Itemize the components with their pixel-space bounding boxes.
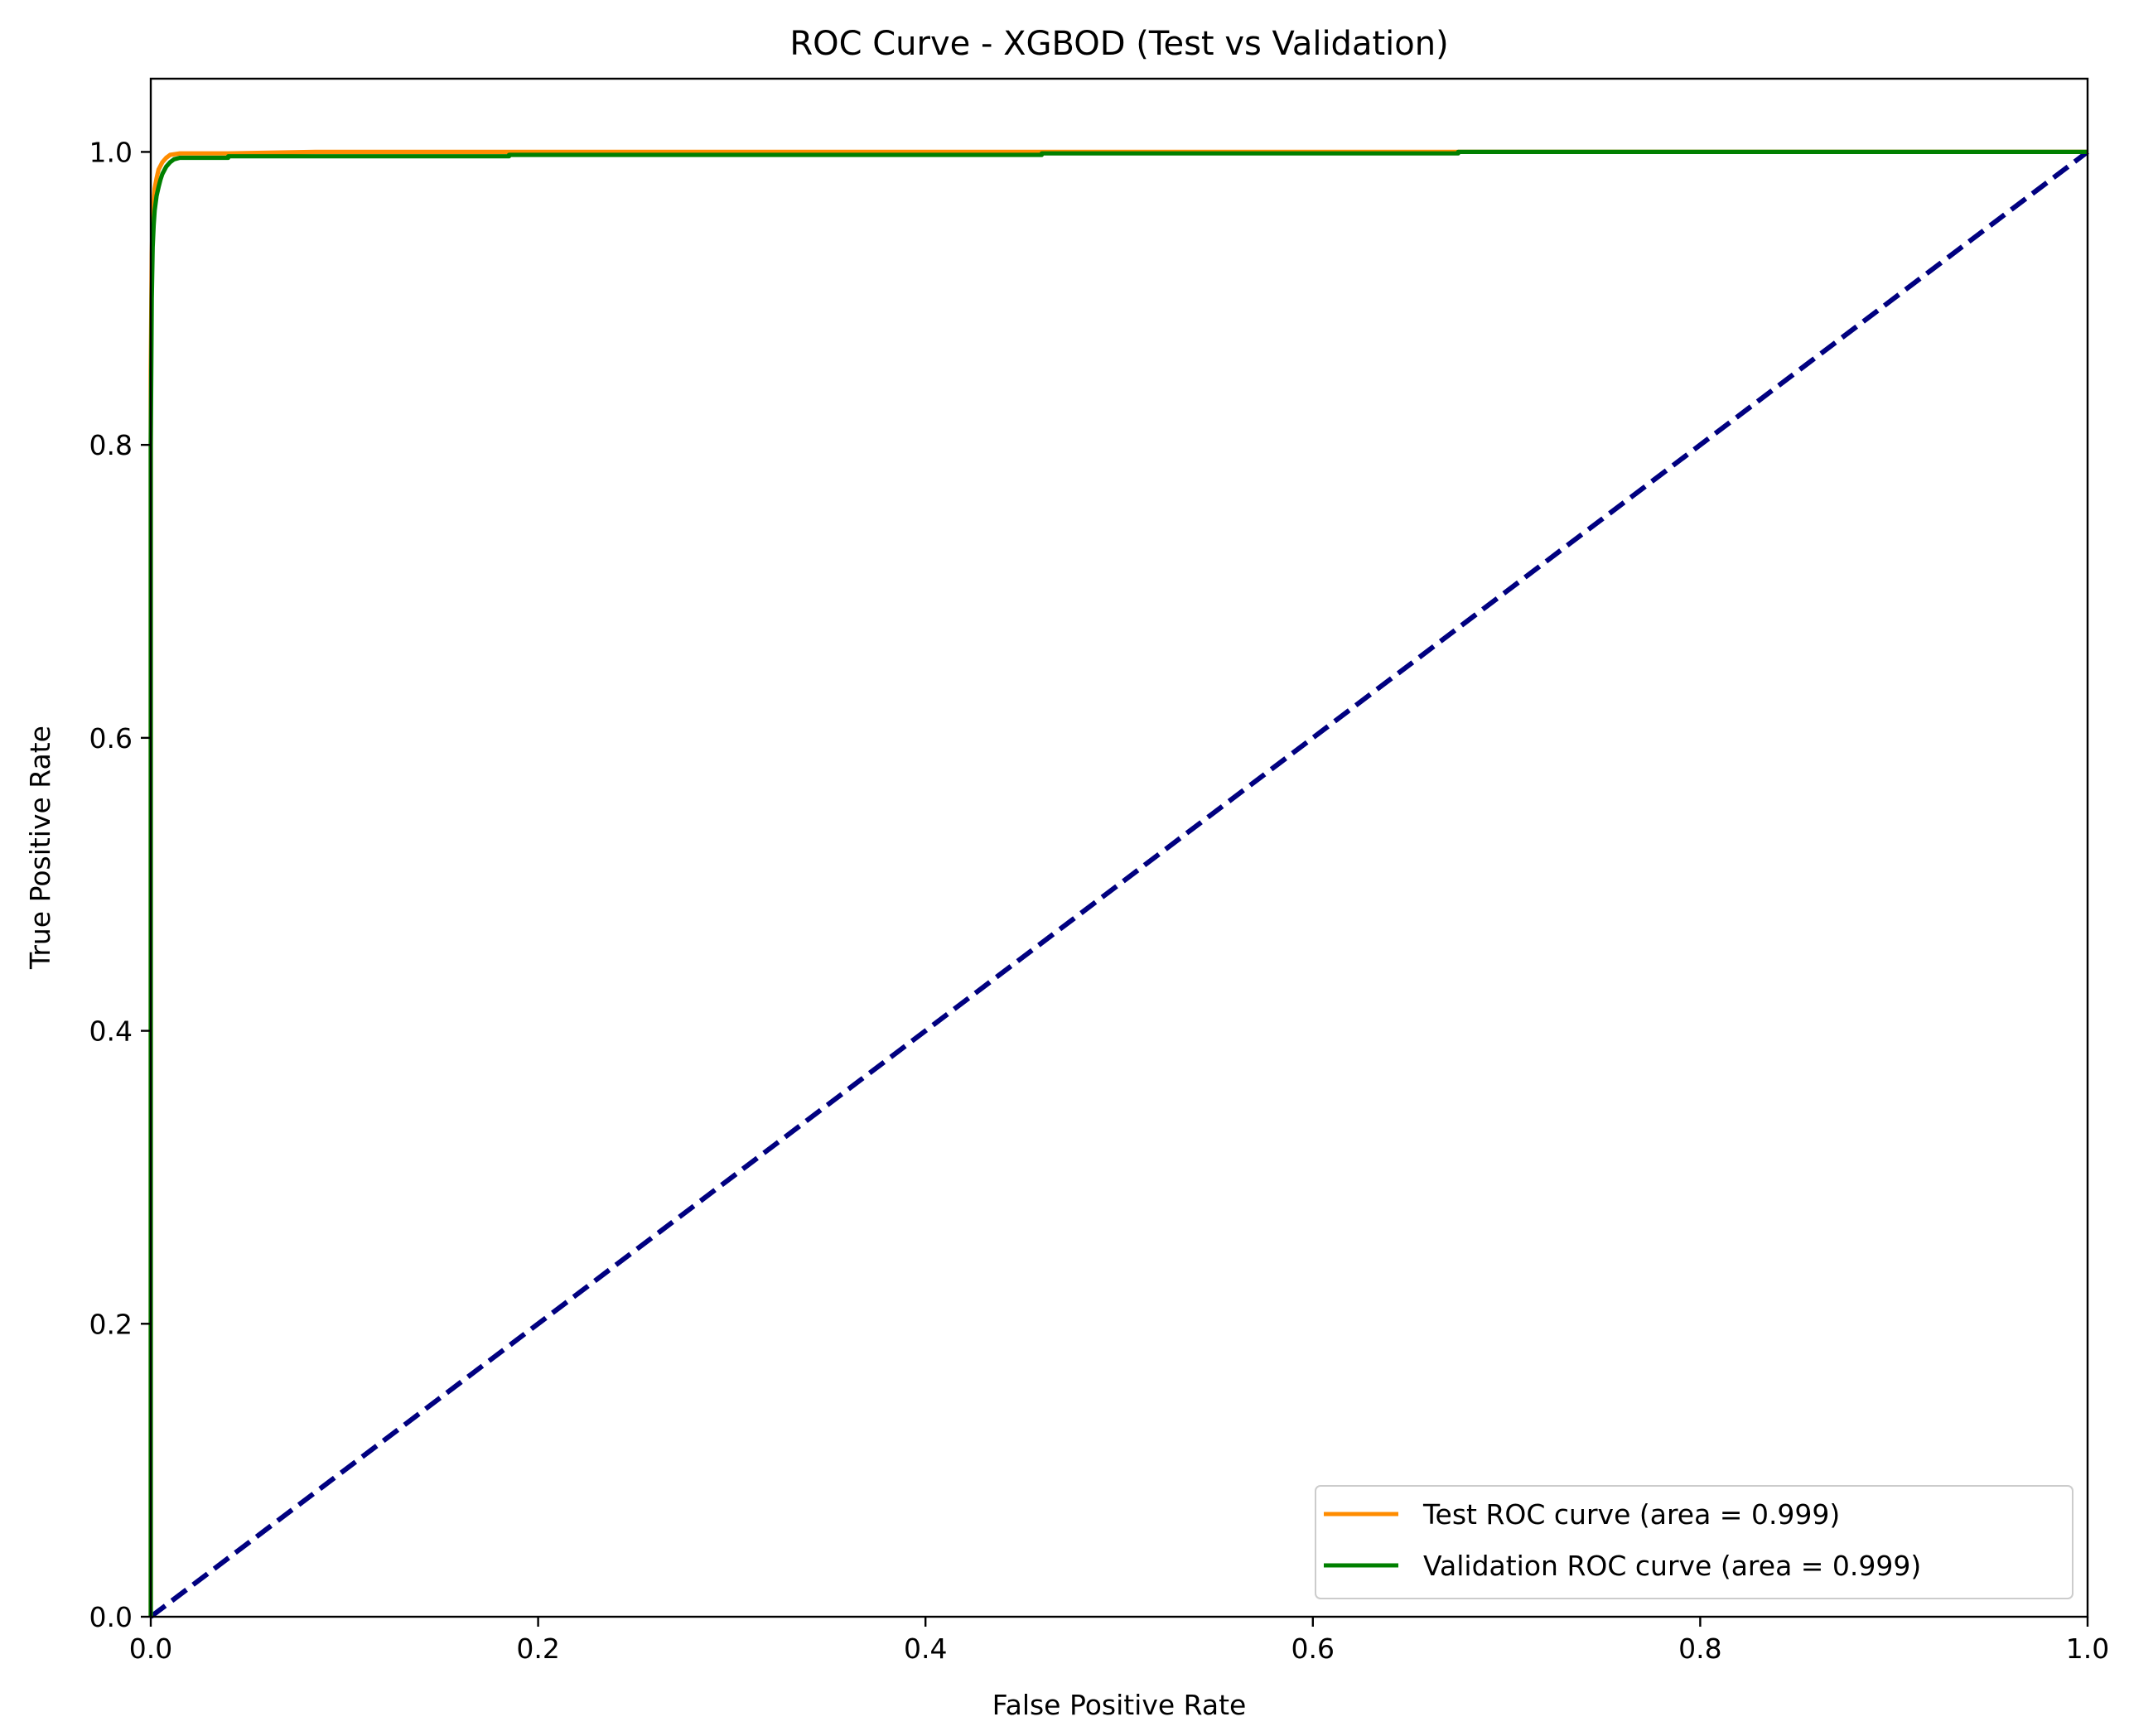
y-tick-label: 0.2 [89, 1308, 133, 1340]
legend: Test ROC curve (area = 0.999) Validation… [1315, 1485, 2073, 1599]
chance-diagonal-line [149, 150, 2089, 1619]
y-tick-label: 0.0 [89, 1601, 133, 1633]
plot-area [151, 79, 2088, 1617]
series-layer [148, 149, 2089, 1619]
plot-frame [149, 77, 2089, 1618]
x-axis-ticks: 0.0 0.2 0.4 0.6 0.8 1.0 [129, 1617, 2109, 1665]
y-tick-label: 0.4 [89, 1015, 133, 1048]
y-axis-ticks: 0.0 0.2 0.4 0.6 0.8 1.0 [89, 136, 151, 1633]
x-axis-label: False Positive Rate [992, 1689, 1247, 1721]
y-tick-label: 1.0 [89, 136, 133, 168]
legend-box [1315, 1485, 2073, 1599]
y-axis-label: True Positive Rate [24, 726, 56, 970]
y-tick-label: 0.6 [89, 722, 133, 755]
x-tick-label: 0.0 [129, 1632, 172, 1665]
x-tick-label: 0.4 [904, 1632, 947, 1665]
x-tick-label: 0.6 [1291, 1632, 1335, 1665]
validation-roc-line [148, 149, 2088, 1617]
chart-title: ROC Curve - XGBOD (Test vs Validation) [789, 25, 1448, 63]
x-tick-label: 0.2 [516, 1632, 559, 1665]
y-tick-label: 0.8 [89, 429, 133, 461]
x-tick-label: 0.8 [1678, 1632, 1721, 1665]
x-tick-label: 1.0 [2066, 1632, 2109, 1665]
legend-entry-test: Test ROC curve (area = 0.999) [1422, 1498, 1840, 1531]
legend-entry-validation: Validation ROC curve (area = 0.999) [1423, 1550, 1921, 1582]
